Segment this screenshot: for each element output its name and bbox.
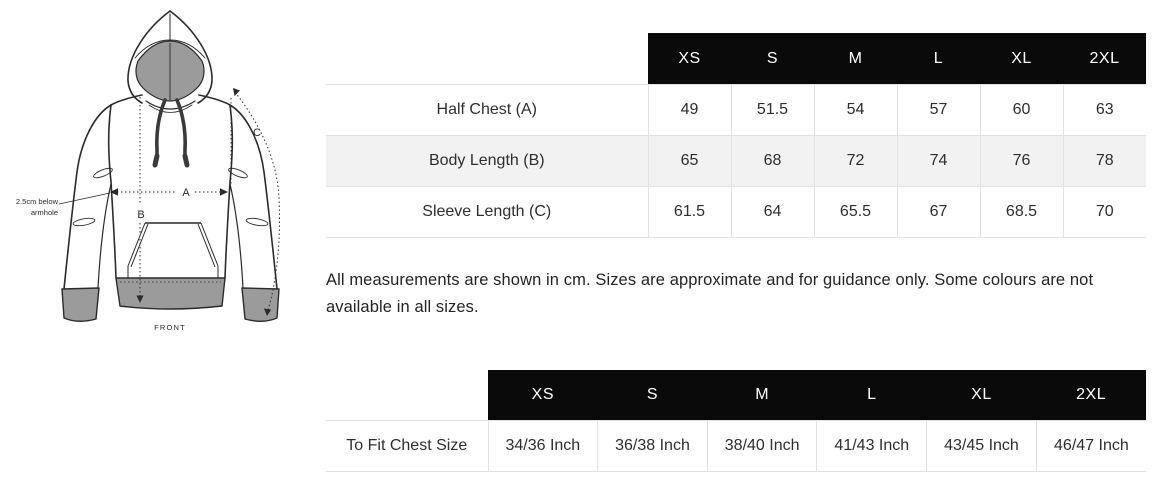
col-header-xs: XS <box>488 370 598 421</box>
cuff-right <box>241 287 280 322</box>
table-corner-spacer <box>326 370 488 421</box>
shoulder-left <box>110 94 143 106</box>
table-row-half-chest: Half Chest (A) 49 51.5 54 57 60 63 <box>326 84 1146 136</box>
shoulder-right <box>198 94 231 106</box>
cell: 61.5 <box>647 186 731 238</box>
hem-and-cuffs <box>61 277 280 322</box>
col-header-s: S <box>597 370 708 421</box>
table-corner-spacer <box>326 33 648 85</box>
cell: 74 <box>896 135 980 187</box>
hoodie-outline <box>63 10 278 290</box>
measure-c-line <box>234 91 281 311</box>
cell: 76 <box>979 135 1063 187</box>
stitch-details <box>72 98 269 227</box>
cell: 78 <box>1062 135 1146 187</box>
cell: 70 <box>1062 186 1146 238</box>
hood-rim <box>134 39 206 59</box>
drawstrings <box>152 98 190 168</box>
table-row-to-fit-chest: To Fit Chest Size 34/36 Inch 36/38 Inch … <box>326 420 1146 472</box>
fit-table-header-row: XS S M L XL 2XL <box>326 370 1146 421</box>
size-table-header-row: XS S M L XL 2XL <box>326 33 1146 85</box>
cell: 67 <box>896 186 980 238</box>
hem-band <box>115 277 226 310</box>
measure-b-label: B <box>137 209 144 221</box>
cell: 64 <box>730 186 814 238</box>
fit-table: XS S M L XL 2XL To Fit Chest Size 34/36 … <box>326 370 1146 472</box>
measure-c-label: C <box>253 127 261 139</box>
hoodie-diagram: A B C 2.5cm below armhole FRONT <box>16 10 281 332</box>
cell: 51.5 <box>730 84 814 136</box>
armhole-note-leader <box>58 192 111 205</box>
col-header-m: M <box>814 33 897 85</box>
cuff-left <box>61 287 100 322</box>
row-label: Half Chest (A) <box>326 84 648 136</box>
cell: 68.5 <box>979 186 1063 238</box>
cell: 60 <box>979 84 1063 136</box>
cell: 63 <box>1062 84 1146 136</box>
neckline-inner <box>148 104 193 113</box>
cell: 68 <box>730 135 814 187</box>
col-header-xl: XL <box>926 370 1037 421</box>
col-header-xs: XS <box>648 33 731 85</box>
col-header-l: L <box>897 33 980 85</box>
sleeve-left-outer <box>63 104 112 290</box>
col-header-2xl: 2XL <box>1063 33 1146 85</box>
front-label: FRONT <box>154 323 186 332</box>
measurement-arrows <box>110 88 272 316</box>
row-label: To Fit Chest Size <box>326 420 488 472</box>
row-label: Body Length (B) <box>326 135 648 187</box>
kangaroo-pocket <box>127 222 219 278</box>
measure-a-label: A <box>182 187 190 199</box>
cell: 57 <box>896 84 980 136</box>
cell: 46/47 Inch <box>1035 420 1146 472</box>
col-header-l: L <box>816 370 927 421</box>
cell: 43/45 Inch <box>926 420 1037 472</box>
sleeve-right-outer <box>229 104 278 290</box>
table-row-sleeve-length: Sleeve Length (C) 61.5 64 65.5 67 68.5 7… <box>326 186 1146 238</box>
sleeve-left-inner <box>97 183 112 289</box>
body-left <box>107 104 117 279</box>
body-right <box>224 104 234 279</box>
row-label: Sleeve Length (C) <box>326 186 648 238</box>
hood-interior <box>135 40 205 102</box>
armhole-note-line2: armhole <box>31 208 58 217</box>
hood-left-edge <box>127 10 171 104</box>
measurement-lines <box>113 91 281 311</box>
cell: 65.5 <box>813 186 897 238</box>
hood-right-edge <box>169 10 213 104</box>
cell: 49 <box>647 84 731 136</box>
sleeve-right-inner <box>229 183 244 289</box>
size-table-cm: XS S M L XL 2XL Half Chest (A) 49 51.5 5… <box>326 33 1146 238</box>
cell: 38/40 Inch <box>706 420 817 472</box>
armhole-note-line1: 2.5cm below <box>16 197 59 206</box>
cell: 72 <box>813 135 897 187</box>
cell: 34/36 Inch <box>487 420 598 472</box>
table-row-body-length: Body Length (B) 65 68 72 74 76 78 <box>326 135 1146 187</box>
col-header-xl: XL <box>980 33 1063 85</box>
neckline <box>145 100 196 110</box>
col-header-m: M <box>707 370 817 421</box>
col-header-s: S <box>731 33 814 85</box>
col-header-2xl: 2XL <box>1036 370 1146 421</box>
cell: 41/43 Inch <box>816 420 927 472</box>
cell: 65 <box>647 135 731 187</box>
measurement-note: All measurements are shown in cm. Sizes … <box>326 270 1094 317</box>
cell: 36/38 Inch <box>597 420 708 472</box>
cell: 54 <box>813 84 897 136</box>
